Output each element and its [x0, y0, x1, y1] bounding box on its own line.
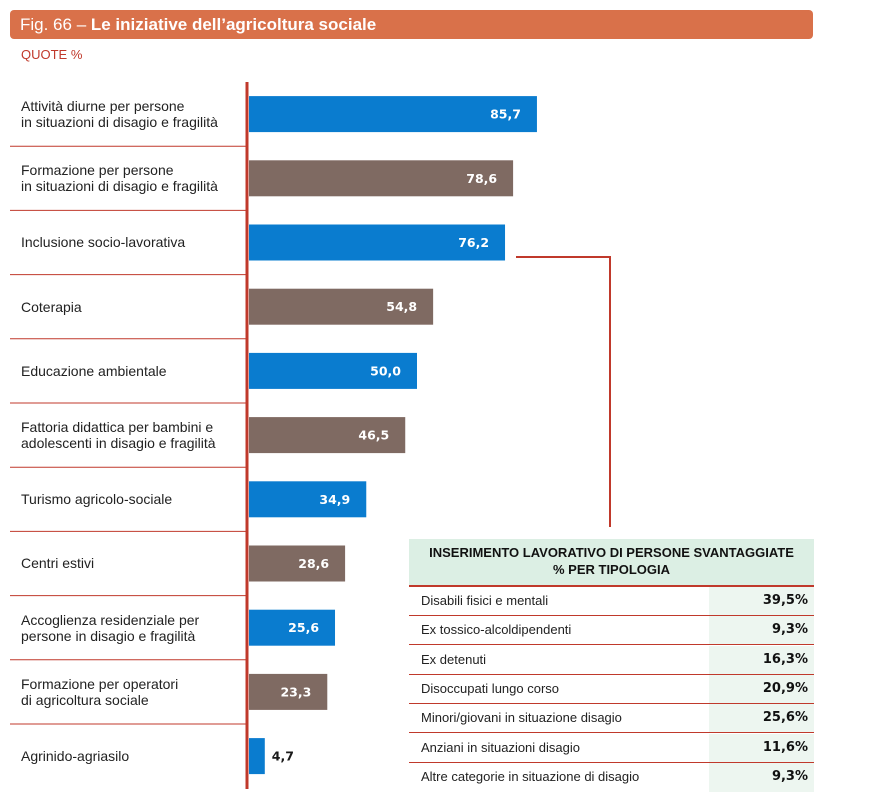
figure-number: Fig. 66 – [20, 15, 91, 34]
figure-header: Fig. 66 – Le iniziative dell’agricoltura… [10, 10, 813, 39]
bar-6 [249, 417, 406, 454]
value-label-4: 54,8 [386, 299, 417, 314]
bar-4 [249, 288, 434, 325]
connector-line [516, 256, 611, 527]
category-label-11: Agrinido-agriasilo [21, 748, 130, 765]
value-label-9: 25,6 [288, 620, 319, 635]
table-row: Disoccupati lungo corso 20,9% [409, 674, 814, 704]
value-label-7: 34,9 [319, 492, 350, 507]
table-row-value: 9,3% [709, 616, 814, 645]
table-row-value: 9,3% [709, 762, 814, 792]
table-row: Disabili fisici e mentali 39,5% [409, 587, 814, 616]
bar-9 [249, 609, 336, 646]
chart-subtitle: QUOTE % [21, 47, 83, 62]
table-row-label: Altre categorie in situazione di disagio [421, 768, 640, 784]
value-label-11: 4,7 [272, 749, 294, 764]
category-label-7: Turismo agricolo-sociale [21, 491, 173, 508]
table-row-label: Disabili fisici e mentali [421, 593, 549, 608]
bar-8 [249, 545, 346, 582]
value-label-6: 46,5 [358, 428, 389, 443]
bar-7 [249, 481, 367, 518]
table-header: INSERIMENTO LAVORATIVO DI PERSONE SVANTA… [409, 539, 814, 585]
table-title-line2: % PER TIPOLOGIA [552, 562, 670, 577]
table-row-value: 11,6% [709, 733, 814, 762]
table-row: Ex tossico-alcoldipendenti 9,3% [409, 616, 814, 646]
value-label-1: 85,7 [490, 107, 521, 122]
value-label-5: 50,0 [370, 363, 401, 378]
table-row-value: 20,9% [709, 674, 814, 703]
figure-title: Le iniziative dell’agricoltura sociale [90, 15, 377, 34]
table-title-line1: INSERIMENTO LAVORATIVO DI PERSONE SVANTA… [429, 545, 794, 560]
bar-11 [249, 738, 265, 775]
table-row-value: 16,3% [709, 645, 814, 674]
value-label-3: 76,2 [458, 235, 489, 250]
value-label-8: 28,6 [298, 556, 329, 571]
table-row: Altre categorie in situazione di disagio… [409, 762, 814, 792]
category-label-5: Educazione ambientale [21, 362, 167, 379]
table-row-value: 39,5% [709, 587, 814, 615]
table-row-label: Anziani in situazioni disagio [421, 739, 580, 755]
category-label-9: Accoglienza residenziale per persone in … [21, 611, 200, 644]
bar-3 [249, 224, 506, 261]
value-label-2: 78,6 [466, 171, 497, 186]
table-row: Minori/giovani in situazione disagio 25,6… [409, 704, 814, 734]
value-label-10: 23,3 [280, 684, 311, 699]
table-row-label: Disoccupati lungo corso [421, 680, 560, 696]
table-row-label: Ex detenuti [421, 651, 487, 667]
table-row: Anziani in situazioni disagio 11,6% [409, 733, 814, 763]
category-label-4: Coterapia [21, 298, 82, 315]
bar-10 [249, 673, 328, 710]
category-label-10: Formazione per operatori di agricoltura … [21, 675, 179, 708]
category-label-2: Formazione per persone in situazioni di … [21, 162, 218, 195]
category-label-8: Centri estivi [21, 555, 95, 572]
table-row-label: Minori/giovani in situazione disagio [421, 710, 622, 726]
category-label-1: Attività diurne per persone in situazion… [21, 98, 218, 131]
bar-1 [249, 96, 537, 133]
table-row-value: 25,6% [709, 704, 814, 733]
bar-2 [249, 160, 514, 197]
table-row: Ex detenuti 16,3% [409, 645, 814, 675]
bar-5 [249, 352, 417, 389]
category-label-6: Fattoria didattica per bambini e adolesc… [21, 419, 216, 452]
table-header-divider [409, 585, 814, 587]
inserimento-table: INSERIMENTO LAVORATIVO DI PERSONE SVANTA… [409, 527, 814, 792]
table-row-label: Ex tossico-alcoldipendenti [421, 622, 572, 638]
category-label-3: Inclusione socio-lavorativa [21, 234, 186, 251]
